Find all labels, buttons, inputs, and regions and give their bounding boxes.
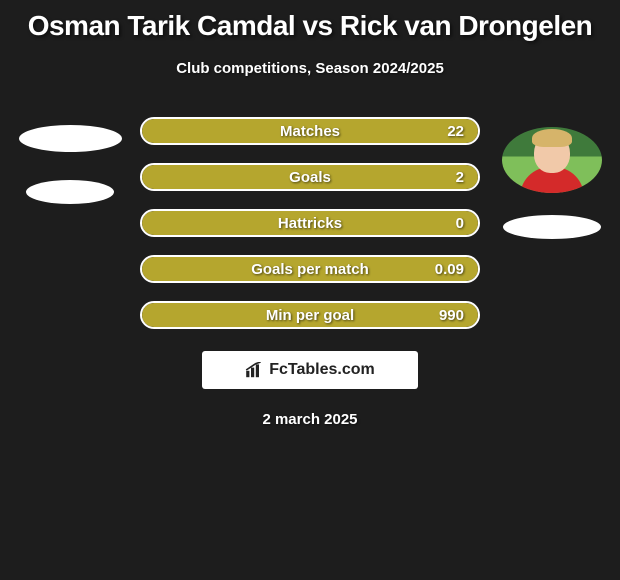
stat-bar: Goals per match0.09 [140, 255, 480, 283]
subtitle: Club competitions, Season 2024/2025 [0, 60, 620, 77]
stat-bar-value: 0 [456, 211, 464, 235]
comparison-date: 2 march 2025 [0, 411, 620, 428]
stat-bar: Min per goal990 [140, 301, 480, 329]
stat-bar-label: Matches [142, 119, 478, 143]
stat-bar-value: 22 [447, 119, 464, 143]
brand-text: FcTables.com [269, 361, 375, 379]
page-title: Osman Tarik Camdal vs Rick van Drongelen [0, 0, 620, 42]
player-left-placeholder-2 [26, 180, 114, 204]
comparison-content: Matches22 Goals2 Hattricks0 Goals per match… [0, 117, 620, 428]
stat-bar: Goals2 [140, 163, 480, 191]
stat-bar-value: 2 [456, 165, 464, 189]
stat-bar-label: Min per goal [142, 303, 478, 327]
stat-bar-value: 0.09 [435, 257, 464, 281]
stat-bar-label: Goals [142, 165, 478, 189]
stat-bar-value: 990 [439, 303, 464, 327]
player-right-placeholder [503, 215, 601, 239]
bar-chart-icon [245, 362, 265, 378]
player-left-placeholder-1 [19, 125, 122, 152]
avatar-hair [532, 129, 572, 147]
stat-bar-label: Goals per match [142, 257, 478, 281]
stat-bar: Hattricks0 [140, 209, 480, 237]
player-right-column [492, 127, 612, 239]
player-left-column [10, 117, 130, 204]
stat-bar: Matches22 [140, 117, 480, 145]
player-right-avatar [502, 127, 602, 193]
stats-bars: Matches22 Goals2 Hattricks0 Goals per match… [140, 117, 480, 329]
stat-bar-label: Hattricks [142, 211, 478, 235]
brand-badge: FcTables.com [202, 351, 418, 389]
